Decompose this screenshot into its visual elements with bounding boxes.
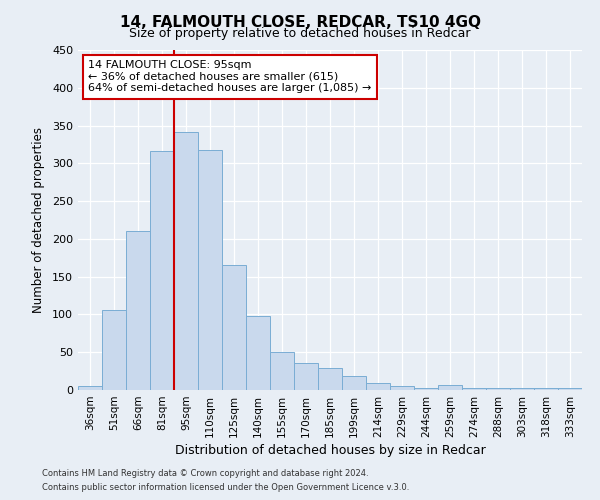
Text: Size of property relative to detached houses in Redcar: Size of property relative to detached ho… [129, 28, 471, 40]
Bar [462, 388, 486, 390]
Text: Contains HM Land Registry data © Crown copyright and database right 2024.: Contains HM Land Registry data © Crown c… [42, 468, 368, 477]
Bar [222, 266, 246, 390]
Bar [438, 384, 462, 390]
Bar [270, 352, 294, 390]
Bar [534, 388, 558, 390]
Bar [174, 132, 198, 390]
Bar [102, 310, 126, 390]
Bar [558, 388, 582, 390]
Bar [294, 363, 318, 390]
Bar [414, 388, 438, 390]
Bar [246, 316, 270, 390]
Text: 14 FALMOUTH CLOSE: 95sqm
← 36% of detached houses are smaller (615)
64% of semi-: 14 FALMOUTH CLOSE: 95sqm ← 36% of detach… [88, 60, 371, 94]
Text: 14, FALMOUTH CLOSE, REDCAR, TS10 4GQ: 14, FALMOUTH CLOSE, REDCAR, TS10 4GQ [119, 15, 481, 30]
Text: Contains public sector information licensed under the Open Government Licence v.: Contains public sector information licen… [42, 484, 409, 492]
Bar [318, 368, 342, 390]
Bar [486, 388, 510, 390]
Bar [126, 232, 150, 390]
Bar [510, 388, 534, 390]
Bar [390, 386, 414, 390]
Bar [198, 150, 222, 390]
Y-axis label: Number of detached properties: Number of detached properties [32, 127, 45, 313]
Bar [150, 151, 174, 390]
Bar [366, 383, 390, 390]
Bar [78, 386, 102, 390]
X-axis label: Distribution of detached houses by size in Redcar: Distribution of detached houses by size … [175, 444, 485, 457]
Bar [342, 376, 366, 390]
